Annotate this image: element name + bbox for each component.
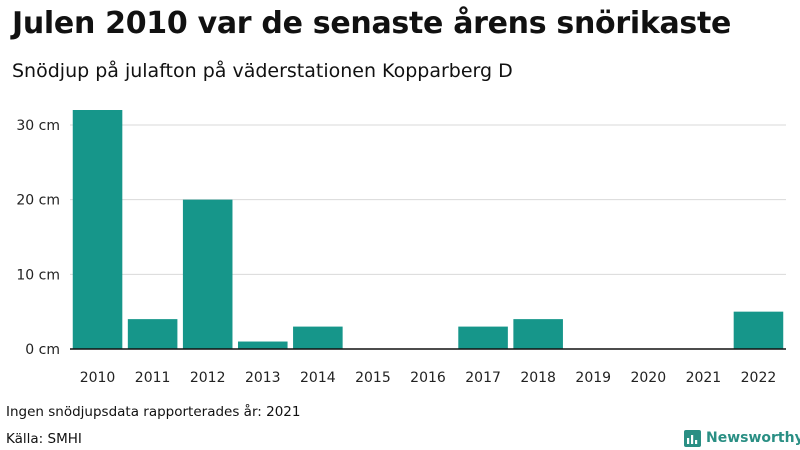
x-tick-label: 2011 (135, 370, 171, 386)
x-tick-label: 2017 (465, 370, 501, 386)
bar-2010 (72, 110, 123, 349)
x-tick-label: 2014 (300, 370, 336, 386)
source-note: Källa: SMHI (6, 431, 82, 447)
x-axis-ticks: 2010 2011 2012 2013 2014 2015 2016 2017 2018 2019… (80, 370, 777, 386)
y-tick-label: 0 cm (25, 342, 60, 358)
bar-chart: 0 cm 10 cm 20 cm 30 cm 2010 2011 2012 2013 2014… (16, 110, 786, 386)
x-tick-label: 2013 (245, 370, 281, 386)
bar-2012 (182, 199, 233, 349)
gridlines (70, 124, 786, 275)
x-tick-label: 2016 (410, 370, 446, 386)
chart-subtitle: Snödjup på julafton på väderstationen Ko… (12, 60, 513, 82)
x-tick-label: 2015 (355, 370, 391, 386)
bar-2011 (127, 319, 178, 349)
footnote: Ingen snödjupsdata rapporterades år: 202… (6, 404, 301, 420)
y-tick-label: 30 cm (16, 118, 60, 134)
newsworthy-logo-icon (684, 429, 701, 447)
y-axis-ticks: 0 cm 10 cm 20 cm 30 cm (16, 118, 60, 358)
bar-2018 (513, 319, 563, 349)
x-tick-label: 2020 (630, 370, 666, 386)
x-tick-label: 2022 (741, 370, 777, 386)
bar-2013 (237, 341, 288, 349)
x-tick-label: 2010 (80, 370, 116, 386)
x-tick-label: 2012 (190, 370, 226, 386)
x-tick-label: 2019 (575, 370, 611, 386)
brand-logo[interactable]: Newsworthy (684, 428, 800, 448)
x-tick-label: 2021 (686, 370, 722, 386)
brand-name: Newsworthy (706, 430, 800, 446)
x-tick-label: 2018 (520, 370, 556, 386)
y-tick-label: 10 cm (16, 267, 60, 283)
bar-2017 (458, 326, 508, 349)
bar-2022 (733, 311, 784, 349)
bar-2014 (293, 326, 343, 349)
bars (72, 110, 784, 349)
y-tick-label: 20 cm (16, 193, 60, 209)
chart-title: Julen 2010 var de senaste årens snörikas… (12, 6, 732, 41)
